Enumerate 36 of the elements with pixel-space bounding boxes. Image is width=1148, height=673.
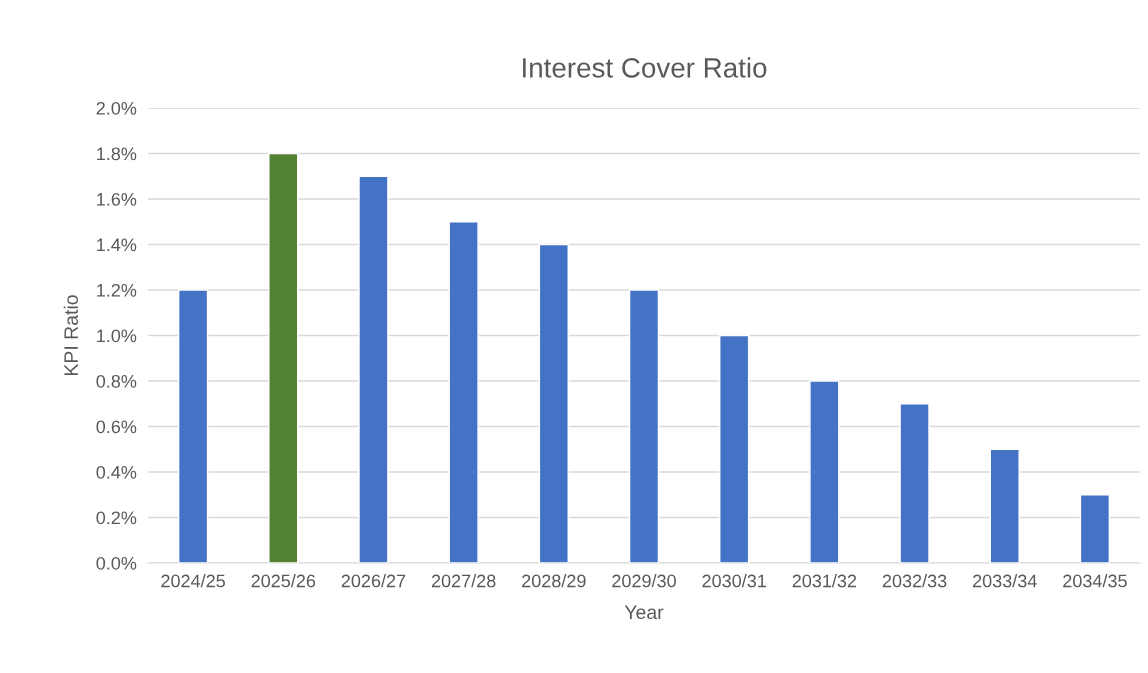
y-tick-label: 1.8% — [97, 147, 137, 161]
y-axis-title: KPI Ratio — [63, 295, 78, 375]
bar — [899, 403, 930, 563]
y-tick-label: 2.0% — [96, 101, 137, 115]
bar — [177, 289, 209, 563]
y-tick-label: 1.4% — [97, 238, 137, 252]
y-tick-label: 1.0% — [97, 329, 137, 343]
x-tick-label: 2031/32 — [792, 574, 857, 588]
bar — [809, 380, 840, 563]
y-tick-label: 0.0% — [96, 556, 137, 570]
y-tick-label: 0.4% — [96, 465, 137, 479]
bar — [268, 152, 299, 563]
y-tick-label: 1.2% — [97, 283, 137, 297]
x-tick-label: 2029/30 — [612, 574, 676, 588]
x-tick-label: 2024/25 — [161, 574, 225, 588]
x-tick-label: 2027/28 — [431, 574, 496, 588]
x-tick-label: 2030/31 — [702, 574, 766, 588]
x-tick-label: 2033/34 — [973, 574, 1037, 588]
y-tick-label: 0.2% — [96, 511, 137, 525]
chart-title: Interest Cover Ratio — [523, 57, 767, 78]
bar — [358, 175, 389, 563]
bar — [719, 334, 750, 563]
x-tick-label: 2034/35 — [1063, 574, 1127, 588]
x-tick-label: 2032/33 — [882, 574, 947, 588]
x-tick-label: 2026/27 — [341, 574, 406, 588]
bar — [628, 289, 660, 563]
bar — [989, 448, 1020, 563]
x-tick-label: 2025/26 — [251, 574, 316, 588]
bar — [448, 221, 479, 563]
y-tick-label: 1.6% — [97, 192, 137, 206]
bar — [1079, 494, 1111, 563]
y-tick-label: 0.6% — [96, 420, 137, 434]
bar — [538, 243, 569, 563]
y-tick-label: 0.8% — [96, 374, 137, 388]
x-tick-label: 2028/29 — [522, 574, 586, 588]
x-axis-title: Year — [624, 605, 664, 620]
